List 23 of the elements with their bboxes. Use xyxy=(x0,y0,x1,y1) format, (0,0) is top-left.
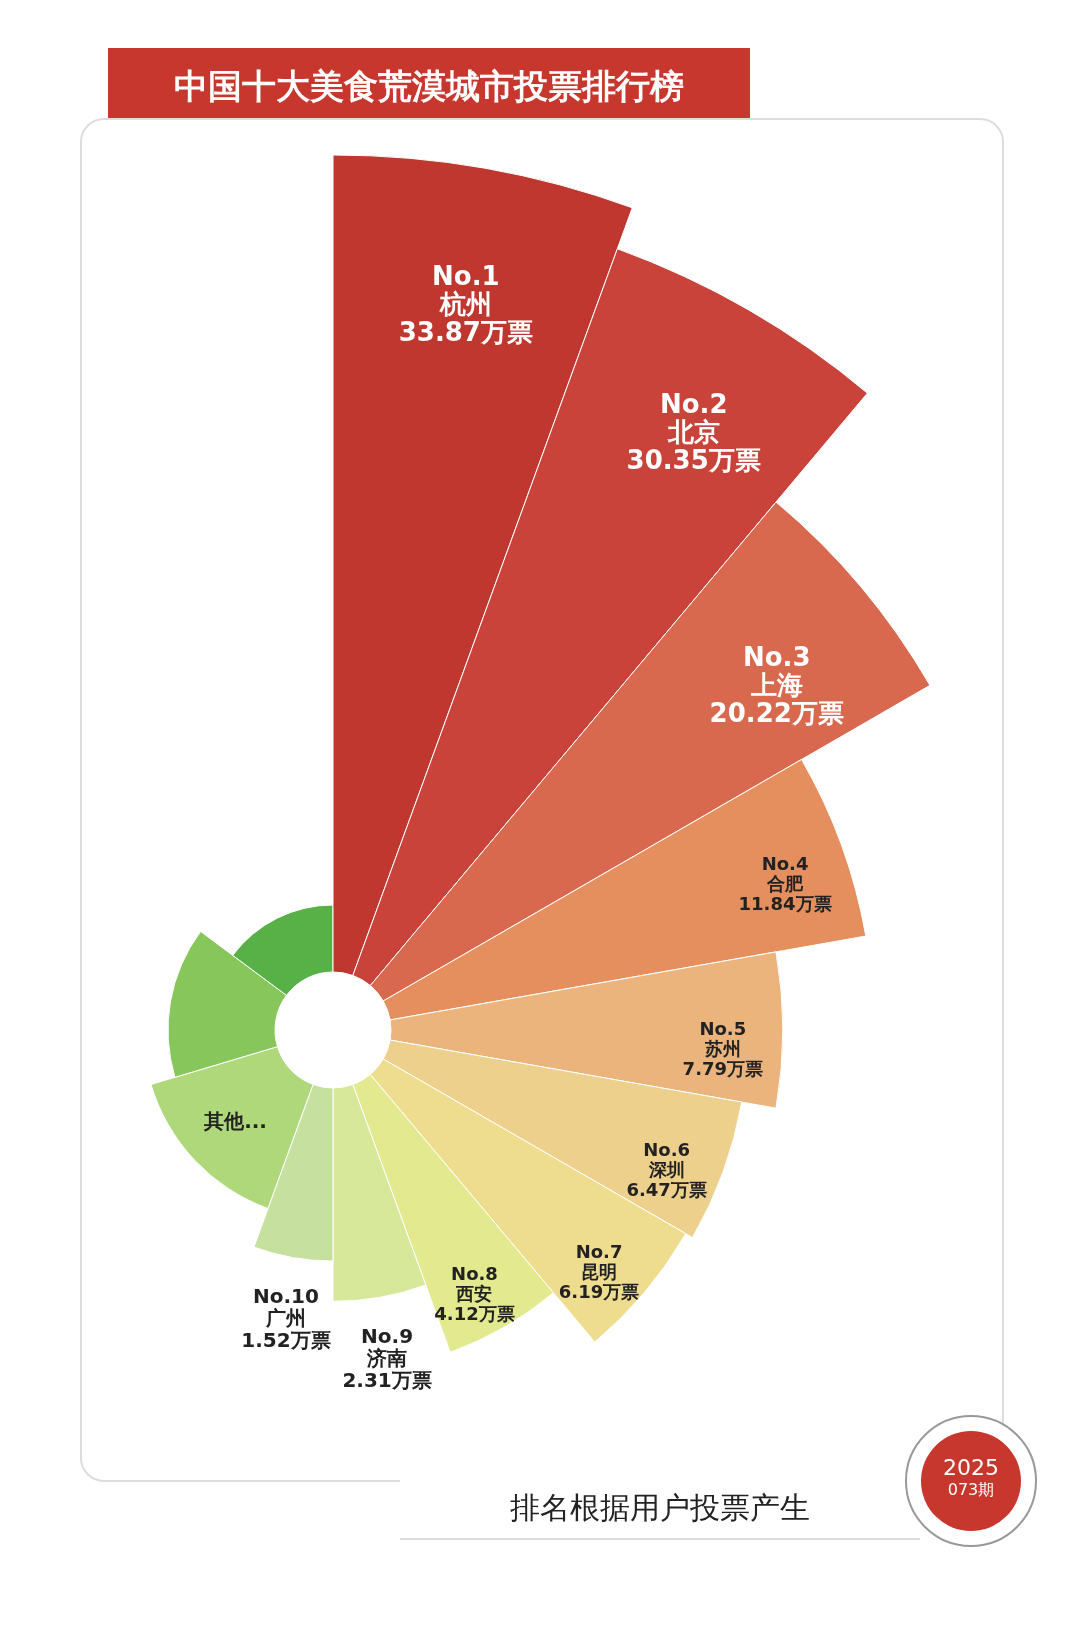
data-label: 30.35万票 xyxy=(626,445,761,476)
data-label: 33.87万票 xyxy=(398,316,533,347)
text: 排名根据用户投票产生 xyxy=(400,1478,920,1540)
category-label: No.7 昆明 xyxy=(575,1241,623,1283)
category-label: No.5 苏州 xyxy=(699,1018,747,1059)
text: 中国十大美食荒漠城市投票排行榜 xyxy=(108,48,750,118)
data-label: 6.19万票 xyxy=(558,1281,640,1303)
category-label: No.4 合肥 xyxy=(761,853,809,895)
category-label: No.1 杭州 xyxy=(432,260,500,319)
category-label: No.6 深圳 xyxy=(643,1139,691,1181)
stamp-badge: 2025 073期 xyxy=(905,1415,1037,1547)
category-label: No.2 北京 xyxy=(659,389,728,448)
data-label: 20.22万票 xyxy=(709,697,844,728)
data-label: 1.52万票 xyxy=(241,1327,331,1352)
category-label: No.10 广州 xyxy=(252,1283,319,1330)
category-label: No.3 上海 xyxy=(742,641,811,700)
category-label: No.9 济南 xyxy=(361,1323,414,1370)
data-label: 7.79万票 xyxy=(682,1058,764,1079)
category-label: No.8 西安 xyxy=(451,1263,498,1305)
data-label: 6.47万票 xyxy=(626,1179,707,1201)
category-label: 其他... xyxy=(203,1108,267,1133)
data-label: 11.84万票 xyxy=(738,893,832,915)
data-label: 4.12万票 xyxy=(434,1303,515,1325)
